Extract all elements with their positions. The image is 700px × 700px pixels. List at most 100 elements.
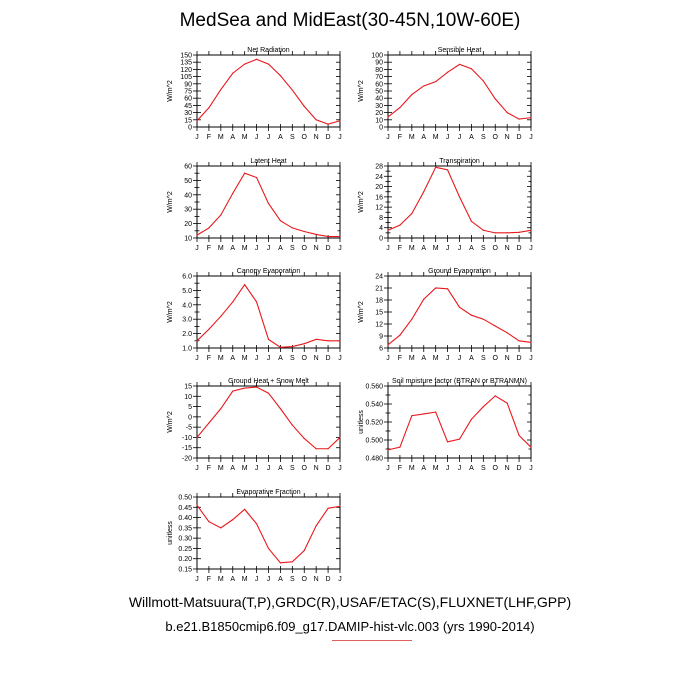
chart-canopy-evaporation-month-label: D: [326, 355, 331, 362]
chart-net-radiation-month-label: A: [230, 134, 235, 141]
chart-transpiration-point: [399, 224, 401, 226]
chart-evaporative-fraction-month-label: O: [302, 576, 308, 583]
chart-transpiration-point: [446, 169, 449, 171]
chart-transpiration-point: [506, 232, 508, 234]
chart-evaporative-fraction-point: [244, 508, 246, 510]
chart-canopy-evaporation-point: [267, 338, 270, 340]
chart-ground-evaporation-month-label: F: [398, 355, 402, 362]
chart-transpiration-month-label: N: [505, 245, 510, 252]
chart-ground-heat-snow-melt-series-line: [196, 386, 341, 450]
chart-ground-heat-snow-melt-point: [267, 392, 270, 394]
chart-canopy-evaporation-ytick-label: 5.0: [182, 288, 192, 295]
chart-net-radiation-ytick-label: 120: [180, 67, 192, 74]
chart-latent-heat-point: [291, 227, 293, 229]
chart-canopy-evaporation-ytick-label: 6.0: [182, 274, 192, 281]
chart-latent-heat-month-label: J: [195, 245, 199, 252]
chart-soil-moisture-factor-btran-or-btranmn-ylabel: unitless: [358, 410, 365, 434]
chart-evaporative-fraction-point: [291, 561, 293, 563]
chart-sensible-heat-ylabel: W/m^2: [358, 80, 365, 102]
chart-sensible-heat-month-label: J: [529, 134, 533, 141]
chart-latent-heat-ylabel: W/m^2: [167, 191, 174, 213]
chart-ground-evaporation-title: Ground Evaporation: [428, 268, 491, 275]
chart-evaporative-fraction-point: [279, 562, 282, 564]
chart-evaporative-fraction-month-label: D: [326, 576, 331, 583]
chart-ground-heat-snow-melt-ytick-label: -10: [182, 435, 192, 442]
chart-evaporative-fraction-point: [267, 547, 270, 550]
chart-sensible-heat-month-label: A: [421, 134, 426, 141]
chart-canopy-evaporation-month-label: A: [278, 355, 283, 362]
chart-ground-evaporation-ytick-label: 24: [375, 274, 383, 281]
chart-evaporative-fraction-ytick-label: 0.40: [178, 515, 192, 522]
chart-transpiration-point: [387, 229, 389, 231]
chart-transpiration-month-label: J: [386, 245, 390, 252]
chart-net-radiation-ytick-label: 45: [184, 103, 192, 110]
chart-soil-moisture-factor-btran-or-btranmn-ytick-label: 0.500: [365, 438, 383, 445]
chart-net-radiation-month-label: A: [278, 134, 283, 141]
chart-ground-heat-snow-melt-month-label: O: [302, 465, 308, 472]
chart-sensible-heat-point: [494, 98, 496, 100]
chart-net-radiation-ytick-label: 135: [180, 60, 192, 67]
chart-soil-moisture-factor-btran-or-btranmn-point: [387, 449, 389, 451]
chart-canopy-evaporation-series-line: [196, 283, 340, 348]
chart-transpiration-point: [435, 166, 437, 168]
chart-evaporative-fraction-month-label: J: [338, 576, 342, 583]
chart-sensible-heat-point: [411, 94, 413, 96]
chart-ground-heat-snow-melt-month-label: N: [314, 465, 319, 472]
chart-soil-moisture-factor-btran-or-btranmn-point: [470, 418, 473, 420]
chart-transpiration-series-line: [387, 166, 532, 234]
chart-net-radiation-point: [267, 63, 270, 65]
chart-latent-heat-month-label: S: [290, 245, 295, 252]
chart-canopy-evaporation-ytick-label: 2.0: [182, 331, 192, 338]
chart-ground-evaporation-month-label: J: [529, 355, 533, 362]
chart-transpiration-point: [530, 229, 532, 231]
chart-ground-heat-snow-melt-ytick-label: 15: [184, 384, 192, 391]
chart-sensible-heat-ytick-label: 20: [375, 110, 383, 117]
chart-ground-heat-snow-melt-point: [244, 387, 246, 389]
chart-sensible-heat-month-label: N: [505, 134, 510, 141]
chart-transpiration-month-label: J: [529, 245, 533, 252]
chart-sensible-heat-point: [423, 85, 425, 87]
chart-soil-moisture-factor-btran-or-btranmn-point: [411, 415, 413, 417]
chart-canopy-evaporation-ytick-label: 4.0: [182, 302, 192, 309]
chart-ground-evaporation-point: [470, 314, 473, 316]
chart-latent-heat-point: [279, 220, 282, 222]
chart-transpiration-ytick-label: 12: [375, 205, 383, 212]
chart-net-radiation-ytick-label: 0: [188, 125, 192, 132]
chart-evaporative-fraction-series-line: [196, 504, 341, 564]
chart-ground-heat-snow-melt-point: [196, 436, 198, 439]
chart-ground-evaporation-month-label: A: [469, 355, 474, 362]
chart-transpiration-point: [458, 196, 461, 198]
chart-net-radiation-point: [303, 105, 305, 107]
chart-net-radiation-ytick-label: 150: [180, 53, 192, 60]
chart-net-radiation-point: [339, 120, 341, 122]
chart-ground-evaporation-ytick-label: 21: [375, 286, 383, 293]
chart-evaporative-fraction-month-label: N: [314, 576, 319, 583]
chart-ground-evaporation-point: [494, 325, 496, 327]
chart-canopy-evaporation-ytick-label: 3.0: [182, 317, 192, 324]
chart-evaporative-fraction-month-label: J: [267, 576, 271, 583]
chart-soil-moisture-factor-btran-or-btranmn-title: Soil moisture factor (BTRAN or BTRANMN): [392, 378, 527, 385]
chart-latent-heat-month-label: O: [302, 245, 308, 252]
chart-ground-heat-snow-melt-ytick-label: -20: [182, 456, 192, 463]
chart-transpiration-month-label: D: [517, 245, 522, 252]
chart-ground-heat-snow-melt-month-label: J: [255, 465, 259, 472]
chart-net-radiation-month-label: S: [290, 134, 295, 141]
chart-latent-heat-month-label: F: [207, 245, 211, 252]
chart-net-radiation-point: [208, 107, 210, 109]
chart-ground-heat-snow-melt-ylabel: W/m^2: [167, 411, 174, 433]
chart-transpiration-month-label: S: [481, 245, 486, 252]
chart-ground-evaporation-month-label: O: [493, 355, 499, 362]
chart-canopy-evaporation-point: [208, 328, 210, 330]
chart-sensible-heat-frame: [387, 54, 532, 128]
chart-latent-heat-month-label: J: [255, 245, 259, 252]
chart-canopy-evaporation-month-label: A: [230, 355, 235, 362]
footer-underline: [332, 640, 412, 641]
chart-sensible-heat-point: [530, 117, 532, 119]
chart-evaporative-fraction-point: [315, 525, 317, 527]
chart-transpiration-ytick-label: 24: [375, 174, 383, 181]
chart-net-radiation-month-label: M: [218, 134, 224, 141]
chart-net-radiation-month-label: J: [338, 134, 342, 141]
chart-ground-heat-snow-melt-point: [315, 448, 317, 450]
chart-sensible-heat-ytick-label: 100: [371, 53, 383, 60]
chart-soil-moisture-factor-btran-or-btranmn-ytick-label: 0.520: [365, 420, 383, 427]
